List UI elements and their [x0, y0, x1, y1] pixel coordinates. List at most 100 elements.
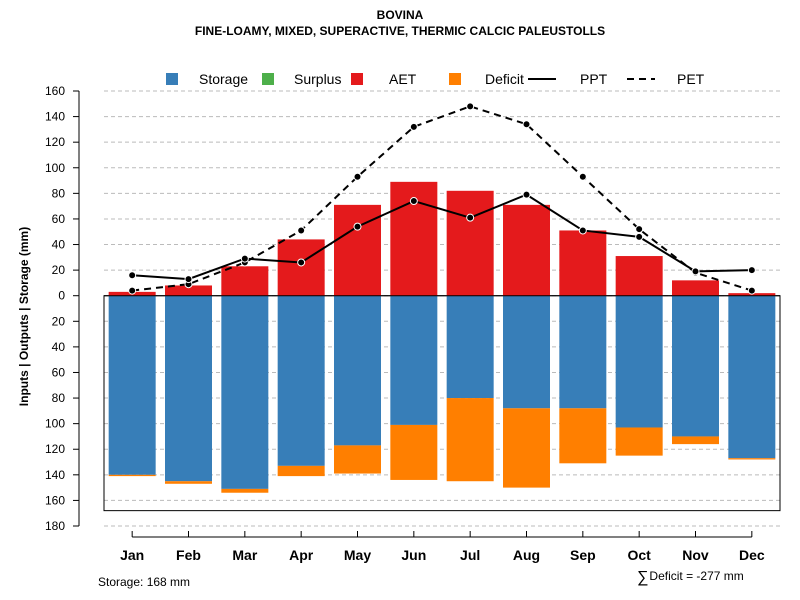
deficit-bar	[615, 427, 663, 456]
storage-bar	[108, 295, 156, 475]
x-tick-label: Jul	[460, 547, 480, 563]
x-tick-label: Dec	[739, 547, 765, 563]
pet-point	[747, 286, 756, 295]
storage-legend-label: Storage	[199, 71, 248, 87]
x-tick-label: Nov	[682, 547, 709, 563]
ppt-point	[297, 258, 306, 267]
aet-bar	[165, 285, 212, 296]
storage-legend-swatch	[166, 73, 178, 85]
x-tick-label: Sep	[570, 547, 596, 563]
pet-point	[409, 122, 418, 131]
ppt-point	[409, 197, 418, 206]
deficit-bar	[334, 445, 381, 474]
aet-bar	[277, 239, 325, 296]
y-tick-label: 120	[45, 442, 65, 456]
storage-bar	[277, 295, 325, 466]
aet-bar	[672, 280, 719, 296]
surplus-legend-swatch	[262, 73, 274, 85]
storage-bar	[503, 295, 550, 409]
x-tick-label: Aug	[513, 547, 540, 563]
y-tick-label: 160	[45, 84, 65, 98]
ppt-point	[240, 254, 249, 263]
y-tick-label: 160	[45, 493, 65, 507]
deficit-legend-swatch	[449, 73, 461, 85]
y-tick-label: 40	[52, 340, 66, 354]
storage-bar	[446, 295, 494, 399]
aet-bar	[446, 190, 494, 296]
pet-point	[297, 226, 306, 235]
chart-title: BOVINA	[376, 8, 424, 22]
storage-footer: Storage: 168 mm	[98, 575, 191, 589]
deficit-bar	[221, 488, 269, 493]
x-tick-label: Feb	[176, 547, 201, 563]
y-tick-label: 180	[45, 519, 65, 533]
deficit-bar	[390, 424, 438, 480]
y-tick-label: 80	[52, 391, 66, 405]
ppt-legend-label: PPT	[580, 71, 608, 87]
aet-bar	[503, 204, 550, 296]
aet-bar	[559, 230, 607, 296]
x-tick-label: Apr	[289, 547, 314, 563]
x-tick-label: Jan	[120, 547, 144, 563]
pet-point	[353, 172, 362, 181]
deficit-legend-label: Deficit	[485, 71, 524, 87]
sum-symbol: ∑	[637, 569, 649, 586]
y-tick-label: 40	[52, 238, 66, 252]
storage-bar	[165, 295, 212, 482]
deficit-bar	[165, 481, 212, 484]
ppt-point	[635, 232, 644, 241]
pet-line	[132, 105, 753, 292]
pet-point	[635, 225, 644, 234]
aet-legend-swatch	[351, 73, 363, 85]
storage-bar	[672, 295, 719, 437]
deficit-bar	[446, 398, 494, 482]
y-tick-label: 100	[45, 161, 65, 175]
ppt-point	[691, 267, 700, 276]
pet-legend-label: PET	[677, 71, 705, 87]
ppt-point	[578, 226, 587, 235]
ppt-point	[466, 213, 475, 222]
deficit-bar	[559, 408, 607, 464]
y-tick-label: 60	[52, 212, 66, 226]
deficit-bar	[503, 408, 550, 488]
y-tick-label: 140	[45, 110, 65, 124]
ppt-point	[353, 222, 362, 231]
storage-bar	[390, 295, 438, 425]
y-tick-label: 100	[45, 417, 65, 431]
y-axis-label: Inputs | Outputs | Storage (mm)	[17, 227, 31, 406]
x-tick-label: Oct	[627, 547, 651, 563]
deficit-bar	[672, 436, 719, 445]
surplus-legend-label: Surplus	[294, 71, 341, 87]
x-tick-label: Jun	[401, 547, 426, 563]
deficit-bar	[728, 458, 776, 460]
y-tick-label: 120	[45, 135, 65, 149]
ppt-point	[184, 275, 193, 284]
pet-point	[466, 102, 475, 111]
chart-subtitle: FINE-LOAMY, MIXED, SUPERACTIVE, THERMIC …	[194, 24, 606, 38]
storage-bar	[334, 295, 381, 446]
deficit-footer-text: Deficit = -277 mm	[649, 569, 744, 583]
y-tick-label: 80	[52, 186, 66, 200]
aet-bar	[615, 256, 663, 296]
deficit-bar	[277, 465, 325, 477]
storage-bar	[221, 295, 269, 489]
y-tick-label: 140	[45, 468, 65, 482]
deficit-bar	[108, 474, 156, 477]
deficit-footer: ∑Deficit = -277 mm	[637, 569, 744, 587]
y-tick-label: 20	[52, 314, 66, 328]
ppt-point	[747, 266, 756, 275]
ppt-point	[128, 271, 137, 280]
ppt-line	[132, 193, 752, 281]
pet-point	[522, 120, 531, 129]
aet-legend-label: AET	[389, 71, 417, 87]
y-tick-label: 0	[58, 289, 65, 303]
storage-bar	[559, 295, 607, 409]
pet-point	[128, 286, 137, 295]
storage-bar	[615, 295, 663, 428]
aet-bar	[221, 266, 269, 296]
ppt-point	[522, 190, 531, 199]
x-tick-label: May	[344, 547, 371, 563]
y-tick-label: 20	[52, 263, 66, 277]
storage-bar	[728, 295, 776, 459]
